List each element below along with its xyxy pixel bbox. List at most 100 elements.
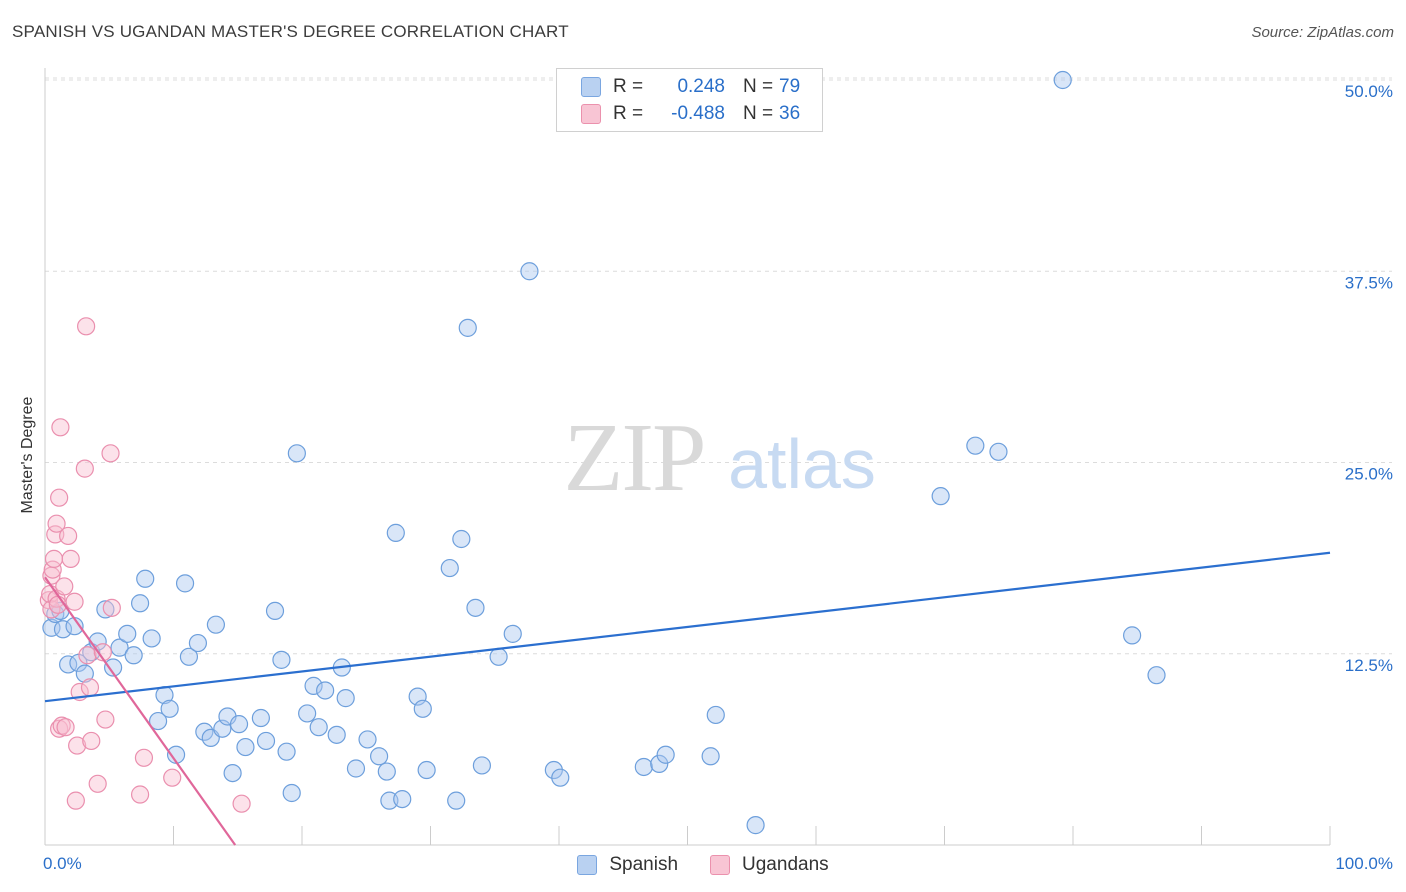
watermark-zip: ZIP (564, 404, 705, 512)
series-legend-spanish[interactable]: Spanish (577, 854, 678, 876)
spanish-point (282, 783, 301, 803)
spanish-trend-line (44, 551, 1331, 703)
ugandan-point (61, 549, 80, 568)
legend-row-ugandans: R = -0.488 N = 36 (557, 101, 800, 127)
data-points (39, 70, 1166, 835)
spanish-point (346, 759, 366, 778)
spanish-point (229, 715, 249, 734)
spanish-point (966, 436, 985, 455)
ugandan-point (50, 488, 69, 507)
spanish-point (413, 699, 432, 718)
spanish-point (277, 742, 296, 761)
spanish-point (327, 725, 346, 744)
y-axis-label: Master's Degree (19, 396, 36, 514)
legend-r-value: 0.248 (677, 76, 725, 97)
spanish-point (124, 646, 143, 665)
spanish-point (179, 647, 199, 666)
spanish-point (188, 633, 208, 653)
ugandan-point (88, 774, 107, 793)
spanish-point (458, 318, 477, 337)
spanish-point (96, 600, 115, 619)
ugandan-point (42, 600, 61, 619)
spanish-point (650, 754, 669, 774)
legend-r-value: -0.488 (671, 103, 725, 124)
legend-n-value: 79 (779, 76, 801, 97)
legend-swatch-ugandans (581, 104, 601, 124)
spanish-point (148, 711, 168, 731)
watermark-atlas: atlas (728, 425, 876, 503)
spanish-point (53, 620, 73, 639)
ugandan-point (55, 577, 74, 596)
y-tick-label: 50.0% (1345, 82, 1393, 101)
ugandan-point (56, 718, 75, 737)
x-tick-label: 100.0% (1335, 854, 1393, 873)
ugandan-point (47, 514, 66, 533)
ugandan-point (93, 643, 112, 662)
series-label-ugandans: Ugandans (742, 854, 829, 875)
spanish-point (206, 615, 226, 634)
spanish-point (110, 638, 129, 657)
spanish-point (316, 681, 335, 700)
spanish-point (472, 756, 491, 775)
ugandan-point (80, 678, 100, 697)
spanish-point (503, 624, 522, 643)
spanish-point (377, 762, 396, 781)
spanish-point (304, 676, 323, 695)
series-swatch-spanish (577, 855, 598, 875)
legend-r-label: R = (613, 103, 644, 124)
correlation-legend: R = 0.248 N = 79 R = -0.488 N = 36 (556, 68, 823, 132)
spanish-point (656, 745, 675, 764)
trend-lines (44, 551, 1331, 846)
ugandan-point (96, 710, 115, 729)
spanish-point (386, 523, 405, 542)
series-swatch-ugandans (710, 855, 731, 875)
spanish-point (989, 442, 1008, 461)
series-legend-ugandans[interactable]: Ugandans (710, 854, 829, 876)
spanish-point (256, 731, 276, 751)
spanish-point (551, 768, 570, 787)
spanish-point (75, 664, 94, 683)
spanish-point (393, 789, 412, 809)
spanish-point (160, 699, 179, 718)
ugandan-point (232, 794, 251, 813)
ugandan-point (59, 526, 78, 546)
spanish-point (118, 624, 137, 643)
spanish-point (236, 737, 255, 757)
spanish-point (142, 629, 161, 648)
legend-n-label: N = (743, 76, 774, 97)
y-tick-label: 25.0% (1345, 465, 1393, 484)
spanish-point (440, 558, 459, 578)
x-tick-label: 0.0% (43, 854, 82, 873)
ugandan-point (102, 598, 121, 617)
spanish-point (309, 718, 328, 737)
spanish-point (1123, 626, 1142, 645)
spanish-point (706, 705, 725, 725)
spanish-point (251, 708, 270, 728)
ugandan-point (77, 317, 96, 336)
spanish-point (931, 487, 950, 506)
spanish-point (272, 650, 291, 669)
legend-row-spanish: R = 0.248 N = 79 (557, 74, 800, 100)
chart-title: SPANISH VS UGANDAN MASTER'S DEGREE CORRE… (12, 22, 569, 41)
spanish-point (520, 262, 539, 281)
ugandan-trend-line (44, 576, 237, 846)
ugandan-point (68, 736, 87, 755)
ugandan-point (75, 459, 94, 478)
ugandan-point (78, 646, 97, 665)
legend-r-label: R = (613, 76, 644, 97)
spanish-point (265, 601, 285, 621)
spanish-point (447, 791, 466, 810)
spanish-point (417, 760, 436, 780)
grid-lines (45, 77, 1392, 655)
legend-n-label: N = (743, 103, 774, 124)
spanish-point (130, 594, 150, 613)
spanish-point (358, 730, 377, 749)
spanish-point (104, 658, 123, 677)
spanish-point (370, 747, 389, 766)
ugandan-point (51, 418, 70, 437)
ugandan-point (50, 719, 69, 738)
series-legend: Spanish Ugandans (0, 852, 1406, 878)
spanish-point (701, 747, 720, 766)
spanish-point (1147, 666, 1166, 685)
